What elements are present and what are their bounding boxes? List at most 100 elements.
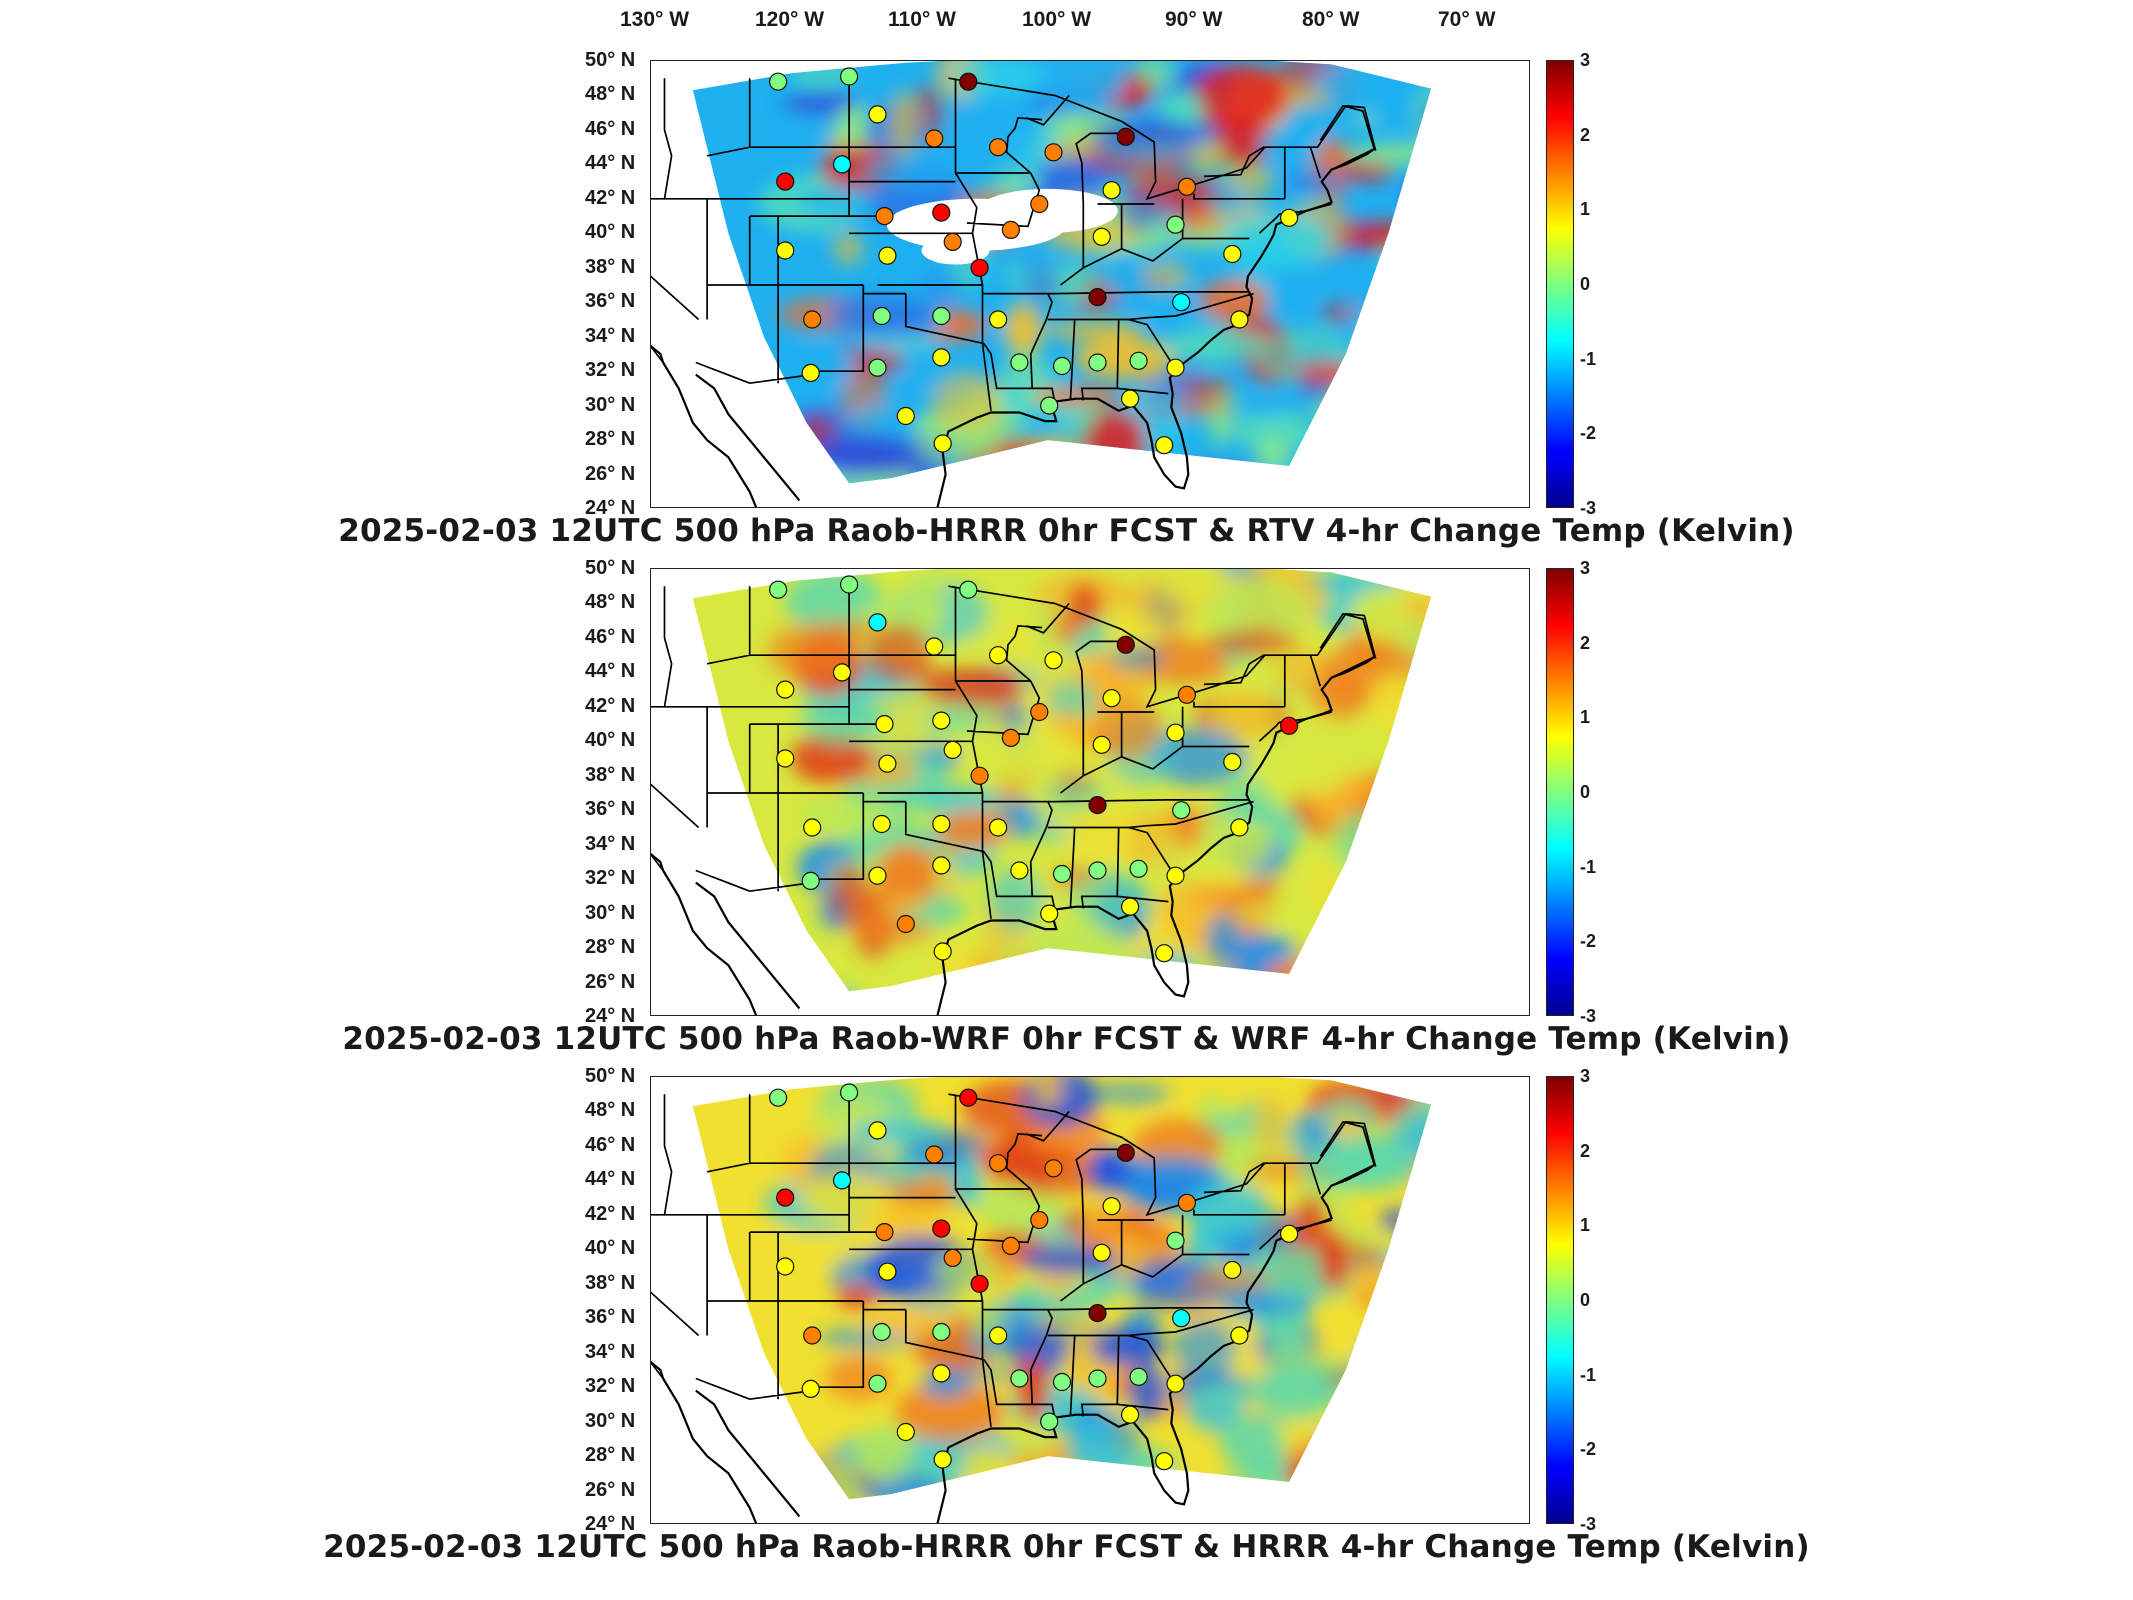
raob-station-marker xyxy=(1177,685,1197,704)
lat-label: 50° N xyxy=(585,49,636,71)
raob-station-marker xyxy=(1279,716,1299,735)
raob-station-marker xyxy=(801,871,820,890)
raob-station-marker xyxy=(776,749,795,768)
lon-label: 90° W xyxy=(1165,8,1223,31)
colorbar-tick-label: -1 xyxy=(1580,856,1597,877)
raob-station-marker xyxy=(875,207,894,226)
lat-label: 28° N xyxy=(585,428,636,451)
raob-station-marker xyxy=(1044,143,1063,162)
colorbar xyxy=(1546,60,1574,508)
raob-station-marker xyxy=(1279,1224,1299,1243)
lat-label: 48° N xyxy=(585,83,636,106)
raob-station-marker xyxy=(943,740,962,759)
panel-title: 2025-02-03 12UTC 500 hPa Raob-WRF 0hr FC… xyxy=(342,1021,1791,1057)
colorbar-tick-label: -2 xyxy=(1580,1439,1597,1460)
raob-station-marker xyxy=(1092,1243,1111,1262)
raob-station-marker xyxy=(970,1274,989,1293)
raob-station-marker xyxy=(878,246,897,265)
raob-station-marker xyxy=(1001,728,1020,747)
state-borders xyxy=(651,1093,1377,1427)
raob-station-marker xyxy=(989,818,1008,837)
raob-station-marker xyxy=(776,172,795,191)
raob-station-marker xyxy=(803,310,822,329)
raob-station-marker xyxy=(932,1364,951,1383)
raob-station-marker xyxy=(896,1422,915,1442)
lat-label: 34° N xyxy=(585,1340,636,1363)
lat-label: 28° N xyxy=(585,936,636,959)
lat-label: 48° N xyxy=(585,1099,636,1122)
raob-station-marker xyxy=(1230,818,1249,837)
colorbar-tick-label: 3 xyxy=(1580,1066,1591,1086)
lat-label: 44° N xyxy=(585,152,636,175)
raob-station-marker xyxy=(1001,1236,1020,1255)
raob-station-marker xyxy=(1052,356,1072,376)
raob-station-marker xyxy=(868,866,887,885)
raob-station-marker xyxy=(989,310,1008,329)
raob-station-marker xyxy=(832,1171,852,1190)
raob-station-marker xyxy=(768,1088,788,1107)
map-svg xyxy=(651,569,1431,1015)
raob-station-marker xyxy=(1052,1372,1072,1392)
lat-label: 40° N xyxy=(585,729,636,752)
raob-station-marker xyxy=(803,1326,822,1345)
lat-label: 40° N xyxy=(585,221,636,244)
raob-station-marker xyxy=(932,348,951,367)
raob-station-marker xyxy=(896,914,915,934)
lat-label: 46° N xyxy=(585,1133,636,1156)
raob-station-marker xyxy=(1177,177,1197,196)
lat-label: 30° N xyxy=(585,393,636,416)
colorbar-tick-label: 2 xyxy=(1580,124,1591,145)
lon-label: 80° W xyxy=(1302,8,1360,31)
raob-station-marker xyxy=(1172,801,1191,820)
colorbar-tick-label: 1 xyxy=(1580,1215,1591,1236)
raob-station-marker xyxy=(868,358,887,377)
raob-station-marker xyxy=(1001,220,1020,239)
raob-station-marker xyxy=(932,1322,951,1342)
raob-station-marker xyxy=(875,715,894,734)
coastline xyxy=(651,656,1375,1015)
raob-station-marker xyxy=(970,258,989,277)
raob-station-marker xyxy=(925,1145,944,1164)
lat-label: 32° N xyxy=(585,867,636,890)
raob-station-marker xyxy=(932,1219,951,1238)
lat-label: 34° N xyxy=(585,324,636,347)
raob-station-marker xyxy=(1040,396,1059,415)
lat-label: 44° N xyxy=(585,660,636,683)
map-frame xyxy=(650,1076,1530,1524)
colorbar-tick-label: 0 xyxy=(1580,1290,1591,1310)
raob-station-marker xyxy=(932,203,951,222)
raob-station-marker xyxy=(1279,208,1299,227)
raob-station-marker xyxy=(933,1450,952,1469)
raob-station-marker xyxy=(1155,1452,1174,1471)
raob-station-marker xyxy=(801,1379,820,1398)
colorbar xyxy=(1546,1076,1574,1524)
raob-station-marker xyxy=(872,1322,891,1342)
raob-station-marker xyxy=(1010,861,1029,880)
raob-station-marker xyxy=(1088,288,1107,307)
raob-station-marker xyxy=(959,1088,978,1107)
raob-station-marker xyxy=(1116,127,1135,146)
state-borders xyxy=(651,585,1377,919)
lon-label: 100° W xyxy=(1022,8,1092,31)
panel-title: 2025-02-03 12UTC 500 hPa Raob-HRRR 0hr F… xyxy=(323,1529,1810,1565)
raob-station-marker xyxy=(989,1326,1008,1345)
raob-station-marker xyxy=(875,1223,894,1242)
raob-station-marker xyxy=(1129,1367,1148,1386)
lat-label: 26° N xyxy=(585,970,636,993)
lat-label: 24° N xyxy=(585,1005,636,1027)
raob-station-marker xyxy=(878,754,897,773)
raob-station-marker xyxy=(1230,1326,1249,1345)
raob-station-marker xyxy=(1088,861,1107,880)
raob-station-marker xyxy=(1155,944,1174,963)
raob-station-marker xyxy=(1166,723,1185,742)
raob-station-marker xyxy=(840,1083,859,1102)
raob-station-marker xyxy=(1166,1231,1185,1250)
lat-label: 46° N xyxy=(585,625,636,648)
raob-station-marker xyxy=(925,129,944,148)
raob-station-marker xyxy=(803,818,822,837)
raob-station-marker xyxy=(768,580,788,599)
raob-station-marker xyxy=(1040,904,1059,923)
panel-title: 2025-02-03 12UTC 500 hPa Raob-HRRR 0hr F… xyxy=(338,513,1795,549)
lat-label: 30° N xyxy=(585,1409,636,1432)
raob-station-marker xyxy=(868,1121,887,1140)
